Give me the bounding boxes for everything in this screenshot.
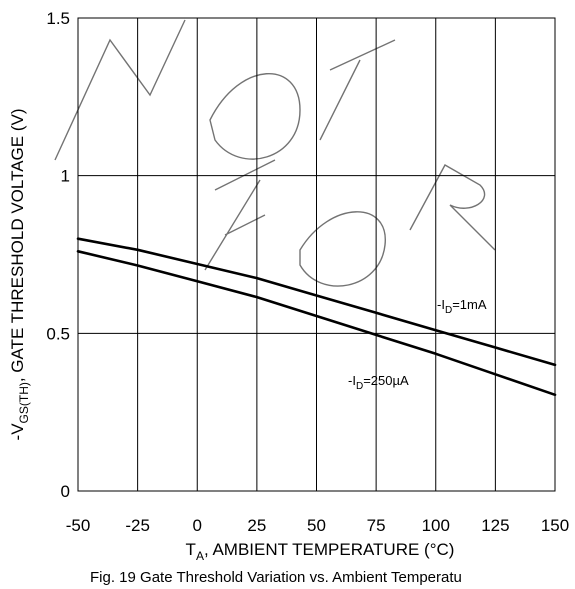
series-layer: -ID=1mA-ID=250µA — [76, 237, 557, 397]
tick-labels: -50 -25 0 25 50 75 100 125 150 0 0.5 1 1.5 — [46, 9, 569, 535]
y-axis-label-text: , GATE THRESHOLD VOLTAGE (V) — [8, 109, 27, 383]
x-tick-label: 75 — [367, 516, 386, 535]
series-label-text: =250µA — [363, 373, 409, 388]
series-label-sub: D — [356, 381, 363, 392]
x-tick-label: 125 — [481, 516, 509, 535]
x-tick-label: 25 — [247, 516, 266, 535]
series-label-0: -ID=1mA — [437, 297, 487, 316]
grid — [77, 17, 556, 492]
series-line-0 — [76, 237, 557, 367]
series-label-prefix: -I — [348, 373, 356, 388]
series-label-prefix: -I — [437, 297, 445, 312]
watermark — [54, 19, 496, 287]
series-line-1 — [76, 250, 557, 397]
y-tick-label: 0 — [61, 482, 70, 501]
y-axis-label: -VGS(TH), GATE THRESHOLD VOLTAGE (V) — [8, 109, 31, 441]
figure-caption: Fig. 19 Gate Threshold Variation vs. Amb… — [90, 569, 462, 586]
y-axis-label-sub: GS(TH) — [17, 382, 31, 423]
x-tick-label: -50 — [66, 516, 91, 535]
x-tick-label: 50 — [307, 516, 326, 535]
x-axis-label-text: , AMBIENT TEMPERATURE (°C) — [204, 540, 455, 559]
watermark-shape — [54, 19, 496, 287]
y-tick-label: 0.5 — [46, 324, 70, 343]
y-tick-label: 1.5 — [46, 9, 70, 28]
x-tick-label: 0 — [193, 516, 202, 535]
series-label-1: -ID=250µA — [348, 373, 409, 392]
series-label-sub: D — [445, 305, 452, 316]
y-tick-label: 1 — [61, 167, 70, 186]
x-axis-label: TA, AMBIENT TEMPERATURE (°C) — [186, 540, 455, 563]
x-tick-label: -25 — [125, 516, 150, 535]
plot-frame — [77, 17, 556, 492]
x-tick-label: 100 — [422, 516, 450, 535]
x-tick-label: 150 — [541, 516, 569, 535]
y-axis-label-prefix: -V — [8, 423, 27, 441]
x-axis-label-prefix: T — [186, 540, 196, 559]
x-axis-label-sub: A — [196, 549, 204, 563]
series-label-text: =1mA — [452, 297, 487, 312]
axis-labels: TA, AMBIENT TEMPERATURE (°C) -VGS(TH), GA… — [8, 109, 462, 586]
